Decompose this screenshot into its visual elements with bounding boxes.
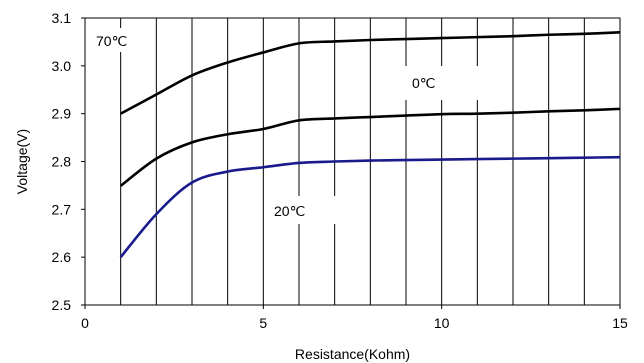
x-tick-label: 10 [434, 315, 450, 331]
series-lines [119, 31, 621, 258]
y-axis-title: Voltage(V) [14, 129, 30, 194]
series-annotation: 0℃ [412, 75, 436, 91]
series-annotation: 20℃ [274, 203, 305, 219]
y-tick-label: 3.0 [52, 58, 72, 74]
y-tick-label: 2.5 [52, 297, 72, 313]
y-tick-label: 2.6 [52, 249, 72, 265]
y-tick-label: 2.7 [52, 201, 72, 217]
series-line-2 [119, 155, 621, 258]
series-annotations: 70℃ 0℃ 20℃ [90, 28, 500, 224]
annotation-background [90, 28, 152, 52]
series-annotation: 70℃ [96, 33, 127, 49]
x-tick-label: 5 [259, 315, 267, 331]
y-tick-label: 2.9 [52, 106, 72, 122]
annotation-background [405, 66, 500, 100]
series-line-1 [119, 107, 621, 187]
x-tick-label: 0 [81, 315, 89, 331]
vertical-gridlines [120, 18, 585, 305]
axis-ticks: 0 5 10 15 2.5 2.6 2.7 2.8 2.9 3.0 3.1 [52, 10, 628, 331]
x-axis-title: Resistance(Kohm) [295, 346, 410, 362]
annotation-background [266, 196, 368, 224]
x-tick-label: 15 [612, 315, 628, 331]
y-tick-label: 3.1 [52, 10, 72, 26]
y-tick-label: 2.8 [52, 154, 72, 170]
series-line-0 [120, 31, 621, 115]
